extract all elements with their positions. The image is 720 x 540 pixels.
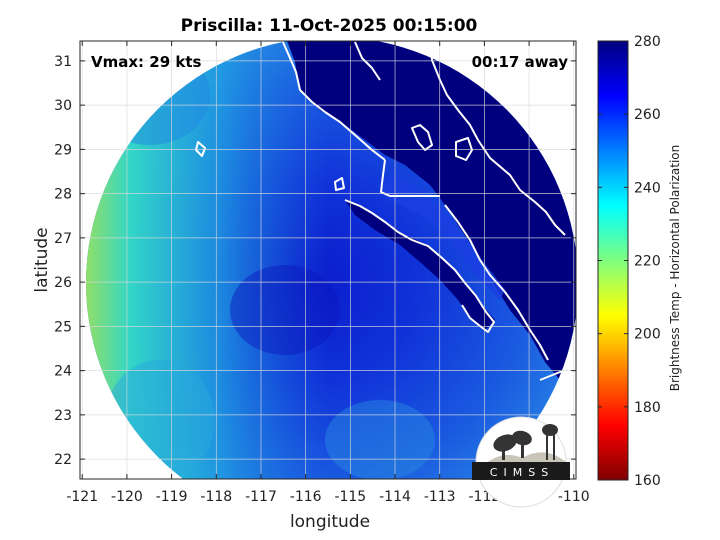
chart-title: Priscilla: 11-Oct-2025 00:15:00 xyxy=(181,16,478,36)
y-tick-label: 23 xyxy=(54,408,72,424)
swath-image xyxy=(86,41,576,479)
y-tick-label: 28 xyxy=(54,187,72,203)
x-tick-label: -120 xyxy=(111,489,143,505)
cimss-logo: CIMSS xyxy=(472,416,570,508)
y-tick-label: 30 xyxy=(54,98,72,114)
time-away-annotation: 00:17 away xyxy=(472,53,569,71)
y-tick-label: 31 xyxy=(54,54,72,70)
x-tick-label: -121 xyxy=(66,489,98,505)
colorbar xyxy=(597,40,629,481)
x-tick-label: -115 xyxy=(334,489,366,505)
y-tick-label: 22 xyxy=(54,452,72,468)
colorbar-ticks: 280 260 240 220 200 180 160 xyxy=(598,34,661,489)
x-tick-label: -113 xyxy=(424,489,456,505)
colorbar-tick-label: 220 xyxy=(634,254,661,270)
x-axis-label: longitude xyxy=(290,512,370,532)
x-tick-label: -114 xyxy=(379,489,411,505)
vmax-annotation: Vmax: 29 kts xyxy=(91,53,201,71)
x-tick-label: -117 xyxy=(245,489,277,505)
colorbar-tick-label: 260 xyxy=(634,107,661,123)
x-tick-label: -116 xyxy=(290,489,322,505)
x-tick-label: -119 xyxy=(156,489,188,505)
colorbar-tick-label: 240 xyxy=(634,180,661,196)
colorbar-tick-label: 160 xyxy=(634,473,661,489)
colorbar-label: Brightness Temp - Horizontal Polarizatio… xyxy=(668,145,682,392)
y-tick-label: 29 xyxy=(54,142,72,158)
y-ticks: 22 23 24 25 26 27 28 29 30 31 xyxy=(54,54,576,468)
gulf-water xyxy=(380,175,505,300)
colorbar-tick-label: 180 xyxy=(634,400,661,416)
colorbar-tick-label: 200 xyxy=(634,327,661,343)
x-tick-label: -118 xyxy=(200,489,232,505)
grid xyxy=(80,41,576,479)
colorbar-tick-label: 280 xyxy=(634,34,661,50)
x-tick-label: -110 xyxy=(558,489,590,505)
axes-frame xyxy=(79,40,577,480)
y-axis-label: latitude xyxy=(32,227,52,292)
cimss-logo-text: CIMSS xyxy=(490,466,554,479)
y-tick-label: 27 xyxy=(54,231,72,247)
land-peninsula xyxy=(345,200,495,330)
y-tick-label: 26 xyxy=(54,275,72,291)
y-tick-label: 24 xyxy=(54,364,72,380)
y-tick-label: 25 xyxy=(54,319,72,335)
